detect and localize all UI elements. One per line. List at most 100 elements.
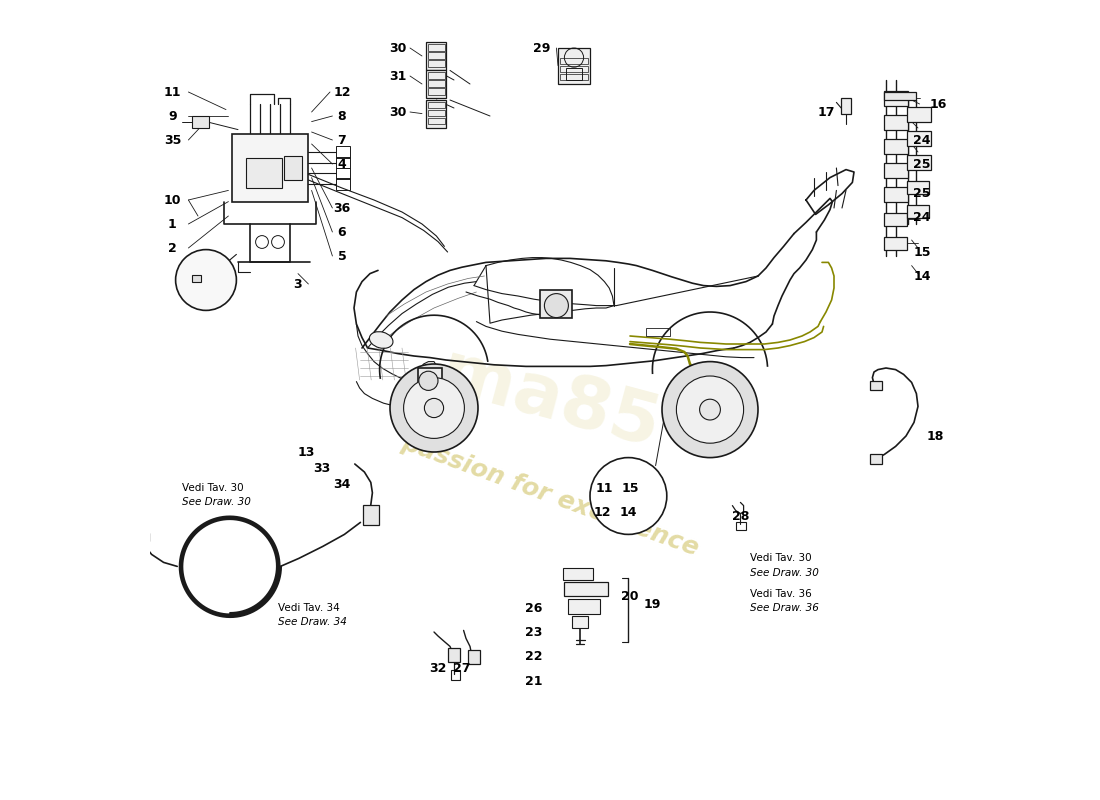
Bar bbox=[884, 91, 909, 106]
Bar bbox=[427, 100, 447, 127]
Bar bbox=[906, 181, 930, 194]
Bar bbox=[884, 163, 909, 178]
Text: 30: 30 bbox=[389, 106, 407, 118]
Bar bbox=[427, 42, 447, 70]
Bar bbox=[572, 616, 588, 628]
Text: 11: 11 bbox=[164, 86, 182, 98]
Bar bbox=[564, 582, 608, 596]
Circle shape bbox=[419, 371, 438, 390]
Text: 14: 14 bbox=[619, 506, 637, 518]
Text: 24: 24 bbox=[913, 211, 931, 224]
Circle shape bbox=[425, 398, 443, 418]
Circle shape bbox=[676, 376, 744, 443]
Circle shape bbox=[662, 362, 758, 458]
Bar bbox=[336, 157, 351, 168]
Text: 32: 32 bbox=[429, 662, 447, 674]
Bar bbox=[884, 139, 909, 154]
Text: 30: 30 bbox=[389, 42, 407, 54]
Bar bbox=[560, 66, 588, 72]
Text: 7: 7 bbox=[338, 134, 346, 146]
Bar bbox=[428, 60, 444, 66]
Bar bbox=[884, 213, 906, 226]
Bar bbox=[285, 156, 303, 180]
Text: Vedi Tav. 34: Vedi Tav. 34 bbox=[278, 603, 340, 613]
Text: 15: 15 bbox=[621, 482, 639, 494]
Circle shape bbox=[590, 458, 667, 534]
Bar bbox=[428, 44, 444, 50]
Text: 19: 19 bbox=[644, 598, 661, 610]
Bar bbox=[568, 599, 600, 614]
Text: 17: 17 bbox=[817, 106, 835, 118]
Bar bbox=[336, 178, 351, 190]
Text: 33: 33 bbox=[314, 462, 331, 474]
Bar bbox=[246, 158, 282, 188]
Text: 3: 3 bbox=[294, 278, 302, 290]
Bar bbox=[870, 454, 882, 464]
Text: 27: 27 bbox=[453, 662, 471, 674]
Text: 8: 8 bbox=[338, 110, 346, 122]
Bar bbox=[138, 533, 150, 541]
Text: 12: 12 bbox=[593, 506, 611, 518]
Text: 15: 15 bbox=[913, 246, 931, 258]
Text: 5: 5 bbox=[338, 250, 346, 262]
Text: 24: 24 bbox=[913, 134, 931, 146]
Text: 1: 1 bbox=[168, 218, 177, 230]
Text: 10: 10 bbox=[164, 194, 182, 206]
Bar bbox=[736, 522, 746, 530]
Bar bbox=[336, 168, 351, 179]
Bar bbox=[906, 205, 930, 218]
Text: Vedi Tav. 30: Vedi Tav. 30 bbox=[750, 554, 812, 563]
Bar bbox=[428, 72, 444, 78]
Bar bbox=[418, 368, 442, 390]
Bar bbox=[620, 486, 634, 494]
Bar bbox=[906, 131, 931, 146]
Text: 13: 13 bbox=[297, 446, 315, 458]
Bar bbox=[560, 74, 588, 80]
Text: 2: 2 bbox=[168, 242, 177, 254]
Bar bbox=[906, 155, 931, 170]
Bar bbox=[614, 477, 627, 484]
Bar bbox=[638, 490, 651, 498]
Bar bbox=[558, 47, 590, 83]
Bar bbox=[428, 88, 444, 94]
Text: 16: 16 bbox=[930, 98, 947, 110]
Bar bbox=[540, 290, 572, 318]
Text: 21: 21 bbox=[526, 675, 542, 688]
Circle shape bbox=[176, 250, 236, 310]
Text: 9: 9 bbox=[168, 110, 177, 122]
Text: 22: 22 bbox=[526, 650, 542, 662]
Bar bbox=[428, 53, 444, 58]
Bar bbox=[428, 118, 444, 124]
Text: See Draw. 34: See Draw. 34 bbox=[278, 618, 346, 627]
Text: 28: 28 bbox=[732, 510, 749, 522]
Bar bbox=[428, 110, 444, 116]
Bar bbox=[884, 92, 916, 100]
Bar bbox=[428, 80, 444, 86]
Text: Vedi Tav. 30: Vedi Tav. 30 bbox=[182, 483, 243, 493]
Bar bbox=[449, 648, 461, 662]
Text: 14: 14 bbox=[913, 270, 931, 282]
Bar bbox=[428, 102, 444, 108]
Bar bbox=[336, 146, 351, 158]
Text: 35: 35 bbox=[164, 134, 182, 146]
Circle shape bbox=[544, 294, 569, 318]
Bar bbox=[631, 481, 645, 488]
Text: 36: 36 bbox=[333, 202, 351, 214]
Text: 18: 18 bbox=[927, 430, 944, 442]
Bar bbox=[427, 70, 447, 98]
Bar bbox=[884, 115, 909, 130]
Text: 6: 6 bbox=[338, 226, 346, 238]
Circle shape bbox=[700, 399, 720, 420]
Ellipse shape bbox=[370, 332, 393, 348]
Bar bbox=[232, 134, 308, 202]
Text: 29: 29 bbox=[534, 42, 551, 54]
Bar bbox=[646, 328, 670, 336]
Bar bbox=[191, 116, 209, 128]
Bar bbox=[884, 237, 906, 250]
Text: 20: 20 bbox=[621, 590, 639, 602]
Text: passion for excellence: passion for excellence bbox=[398, 431, 702, 561]
Bar bbox=[842, 98, 850, 114]
Bar bbox=[363, 505, 378, 525]
Text: 12: 12 bbox=[333, 86, 351, 98]
Text: 31: 31 bbox=[389, 70, 407, 82]
